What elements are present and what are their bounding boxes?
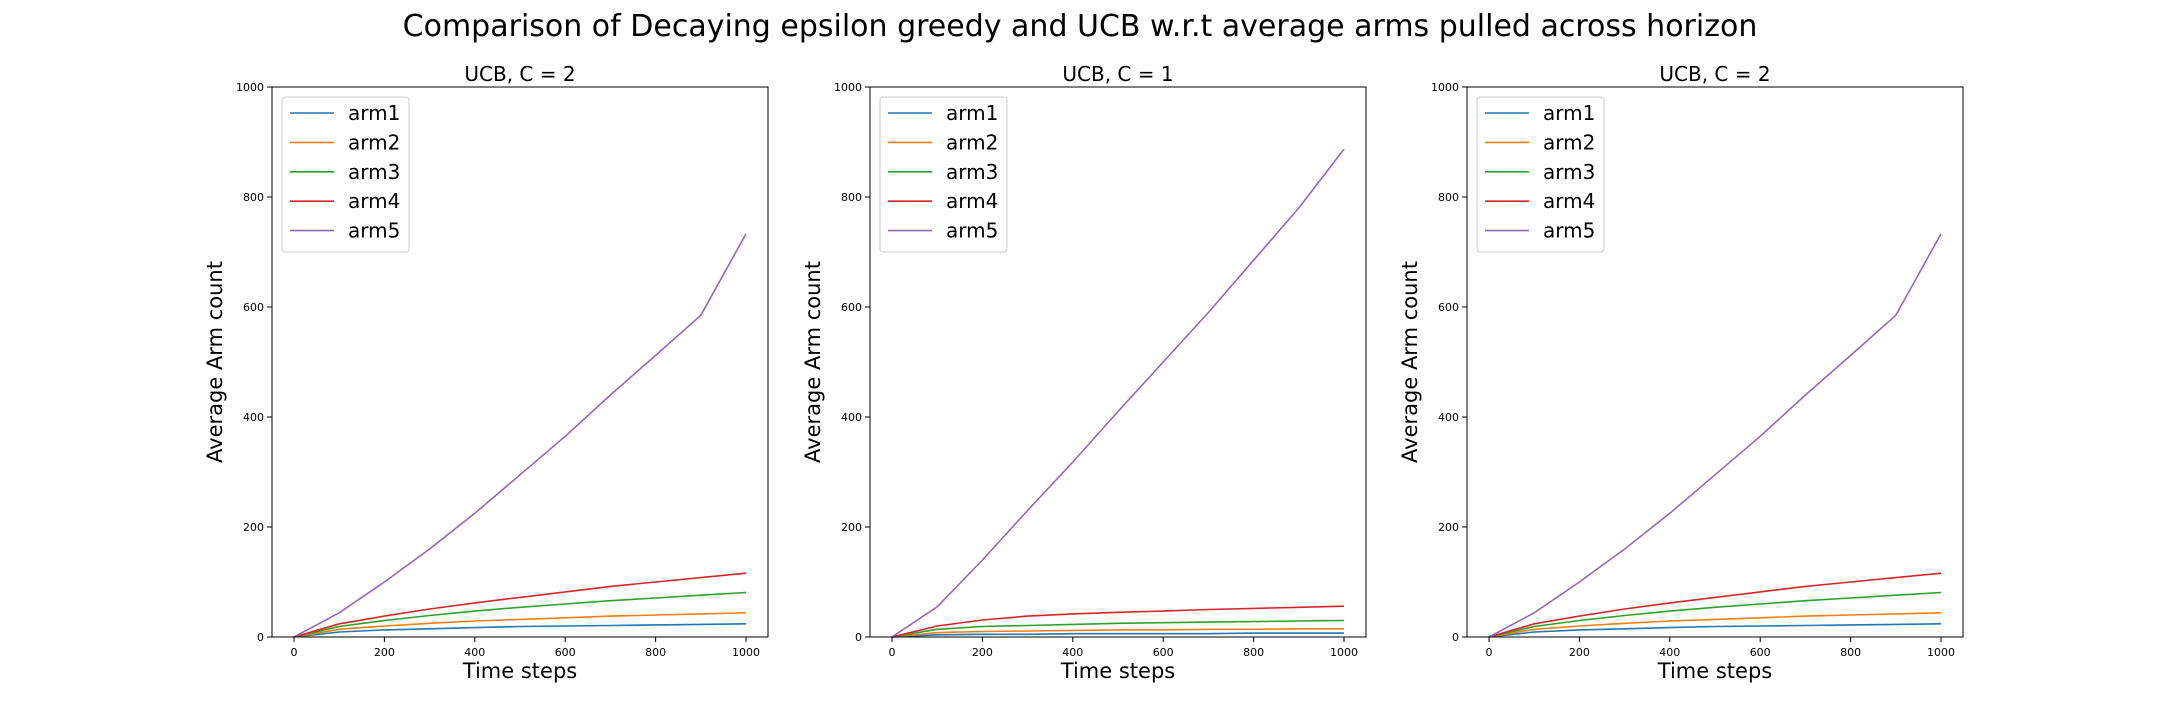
series-line-arm5 (891, 148, 1345, 638)
y-tick-label: 200 (841, 521, 862, 534)
x-tick-label: 1000 (1330, 646, 1358, 659)
legend-label-arm4: arm4 (1543, 189, 1595, 213)
x-tick-label: 200 (972, 646, 993, 659)
legend-label-arm2: arm2 (946, 130, 998, 154)
series-line-arm3 (891, 619, 1345, 638)
legend-box (1476, 96, 1605, 253)
axes-frame (271, 86, 769, 638)
y-tick-label: 1000 (834, 81, 862, 94)
series-line-arm4 (891, 605, 1345, 638)
legend-label-arm4: arm4 (946, 189, 998, 213)
axes-frame (1466, 86, 1964, 638)
series-line-arm2 (293, 612, 747, 638)
series-line-arm4 (293, 572, 747, 638)
legend-label-arm4: arm4 (348, 189, 400, 213)
y-tick-label: 400 (841, 411, 862, 424)
x-tick-label: 0 (291, 646, 298, 659)
x-tick-label: 1000 (1927, 646, 1955, 659)
chart-title: UCB, C = 2 (464, 62, 575, 86)
series-line-arm3 (293, 591, 747, 638)
y-axis-label: Average Arm count (1398, 261, 1422, 463)
x-tick-label: 800 (645, 646, 666, 659)
series-line-arm2 (891, 627, 1344, 638)
legend-label-arm5: arm5 (946, 219, 998, 243)
legend-label-arm3: arm3 (946, 160, 998, 184)
y-tick-label: 800 (243, 191, 264, 204)
y-tick-label: 200 (243, 521, 264, 534)
x-axis-label: Time steps (1657, 659, 1772, 683)
x-tick-label: 1000 (732, 646, 760, 659)
y-tick-label: 0 (855, 631, 862, 644)
series-line-arm4 (1488, 572, 1942, 638)
legend-box (879, 96, 1008, 253)
x-tick-label: 800 (1840, 646, 1861, 659)
y-tick-label: 400 (1438, 411, 1459, 424)
series-line-arm5 (293, 233, 747, 638)
x-tick-label: 400 (1659, 646, 1680, 659)
x-tick-label: 0 (889, 646, 896, 659)
y-tick-label: 0 (1452, 631, 1459, 644)
series-line-arm1 (1488, 623, 1942, 638)
series-line-arm3 (1488, 591, 1942, 638)
series-line-arm1 (891, 632, 1344, 638)
x-tick-label: 600 (555, 646, 576, 659)
series-line-arm1 (293, 623, 747, 638)
y-tick-label: 1000 (236, 81, 264, 94)
y-tick-label: 600 (1438, 301, 1459, 314)
chart-title: UCB, C = 1 (1062, 62, 1173, 86)
legend: arm1 arm2 arm3 arm4 arm5 (1476, 96, 1605, 253)
y-tick-label: 600 (841, 301, 862, 314)
legend-label-arm2: arm2 (348, 130, 400, 154)
y-tick-label: 800 (1438, 191, 1459, 204)
y-tick-label: 200 (1438, 521, 1459, 534)
y-tick-label: 0 (257, 631, 264, 644)
series-line-arm2 (1488, 612, 1942, 638)
x-tick-label: 400 (464, 646, 485, 659)
legend-label-arm2: arm2 (1543, 130, 1595, 154)
y-tick-label: 800 (841, 191, 862, 204)
figure-title: Comparison of Decaying epsilon greedy an… (403, 9, 1758, 44)
series-line-arm5 (1488, 233, 1942, 638)
x-tick-label: 200 (374, 646, 395, 659)
x-axis-label: Time steps (1060, 659, 1175, 683)
chart-panel-3: 0 200 400 600 800 1000 0 200 400 600 800 1000 UCB, C… (1398, 62, 1964, 683)
y-axis-label: Average Arm count (203, 261, 227, 463)
legend: arm1 arm2 arm3 arm4 arm5 (281, 96, 410, 253)
axes-frame (869, 86, 1367, 638)
legend-label-arm1: arm1 (348, 101, 400, 125)
x-tick-label: 400 (1062, 646, 1083, 659)
series-lines (891, 148, 1345, 638)
chart-panel-2: 0 200 400 600 800 1000 0 200 400 600 800 1000 UCB, C… (801, 62, 1367, 683)
x-tick-label: 600 (1750, 646, 1771, 659)
series-lines (293, 233, 747, 638)
y-tick-label: 1000 (1431, 81, 1459, 94)
legend-box (281, 96, 410, 253)
y-tick-label: 600 (243, 301, 264, 314)
legend: arm1 arm2 arm3 arm4 arm5 (879, 96, 1008, 253)
y-axis-label: Average Arm count (801, 261, 825, 463)
legend-label-arm1: arm1 (1543, 101, 1595, 125)
x-axis-label: Time steps (462, 659, 577, 683)
chart-title: UCB, C = 2 (1659, 62, 1770, 86)
legend-label-arm5: arm5 (348, 219, 400, 243)
x-tick-label: 0 (1486, 646, 1493, 659)
x-tick-label: 200 (1569, 646, 1590, 659)
x-tick-label: 600 (1153, 646, 1174, 659)
legend-label-arm3: arm3 (348, 160, 400, 184)
legend-label-arm5: arm5 (1543, 219, 1595, 243)
x-tick-label: 800 (1243, 646, 1264, 659)
series-lines (1488, 233, 1942, 638)
chart-panel-1: 0 200 400 600 800 1000 0 200 400 600 800 1000 UCB, C… (203, 62, 769, 683)
y-tick-label: 400 (243, 411, 264, 424)
legend-label-arm3: arm3 (1543, 160, 1595, 184)
legend-label-arm1: arm1 (946, 101, 998, 125)
